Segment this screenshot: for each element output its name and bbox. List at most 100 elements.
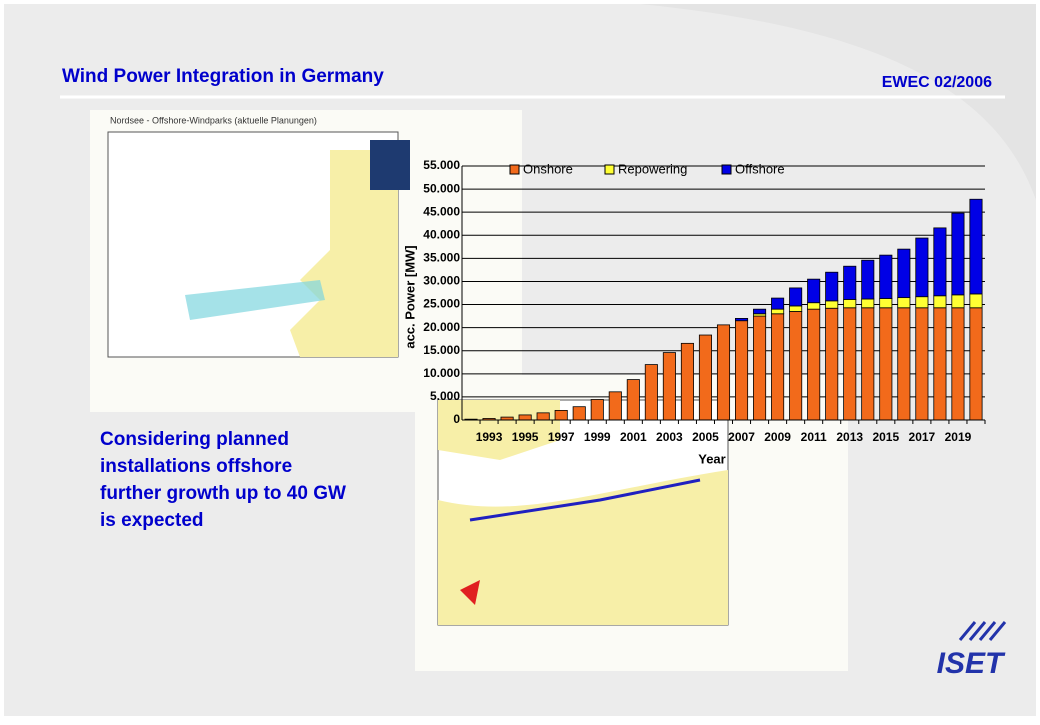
- body-text: is expected: [100, 510, 204, 531]
- bar-segment: [879, 307, 893, 421]
- legend-swatch: [721, 164, 732, 175]
- bar-segment: [735, 320, 749, 421]
- bar-segment: [897, 307, 911, 421]
- land: [290, 150, 398, 357]
- legend-label: Repowering: [618, 161, 687, 176]
- bar-segment: [698, 334, 712, 421]
- x-tick-label: 2001: [620, 430, 647, 444]
- x-tick-label: 1999: [584, 430, 611, 444]
- bar-segment: [608, 391, 622, 421]
- wind-park: [460, 580, 480, 605]
- bar-segment: [554, 409, 568, 421]
- chart: acc. Power [MW] Year 0 5.000 10.000 15.000 2…: [402, 158, 986, 466]
- bar-segment: [861, 307, 875, 421]
- x-tick-label: 1993: [476, 430, 503, 444]
- bar-segment: [915, 296, 929, 309]
- bar-segment: [572, 406, 586, 421]
- agency-logo: [370, 140, 410, 190]
- bar-segment: [879, 254, 893, 299]
- y-tick-label: 0: [453, 412, 460, 426]
- bar-segment: [951, 307, 965, 421]
- slide-title: Wind Power Integration in Germany: [62, 66, 384, 87]
- legend-swatch: [604, 164, 615, 175]
- bar-segment: [807, 302, 821, 310]
- y-tick-label: 10.000: [423, 366, 460, 380]
- bar-segment: [626, 379, 640, 421]
- bar-segment: [825, 307, 839, 421]
- bar-segment: [680, 342, 694, 421]
- bar-segment: [933, 295, 947, 309]
- baltic-sea-map: [415, 375, 848, 671]
- bar-segment: [861, 259, 875, 300]
- x-tick-label: 2015: [872, 430, 899, 444]
- y-tick-label: 15.000: [423, 343, 460, 357]
- map-title: Nordsee - Offshore-Windparks (aktuelle P…: [110, 115, 317, 125]
- bar-segment: [825, 300, 839, 309]
- x-tick-label: 2019: [945, 430, 972, 444]
- y-tick-label: 35.000: [423, 251, 460, 265]
- bar-segment: [897, 297, 911, 309]
- bar-segment: [807, 278, 821, 304]
- bar-segment: [771, 308, 785, 315]
- x-tick-label: 1997: [548, 430, 575, 444]
- bar-segment: [969, 307, 983, 421]
- y-tick-label: 30.000: [423, 274, 460, 288]
- body-text: installations offshore: [100, 456, 292, 477]
- y-axis-label: acc. Power [MW]: [402, 245, 417, 348]
- bar-segment: [789, 287, 803, 307]
- x-tick-label: 2009: [764, 430, 791, 444]
- logo-text: ISET: [937, 647, 1006, 680]
- bar-segment: [933, 307, 947, 421]
- bar-segment: [879, 298, 893, 309]
- bar-segment: [716, 324, 731, 421]
- bar-segment: [915, 237, 929, 298]
- bar-segment: [843, 307, 857, 421]
- y-tick-label: 45.000: [423, 204, 460, 218]
- shipping-route: [469, 478, 701, 522]
- bar-segment: [969, 198, 983, 295]
- y-tick-label: 40.000: [423, 227, 460, 241]
- x-tick-label: 2011: [801, 430, 827, 444]
- y-tick-label: 5.000: [430, 389, 460, 403]
- bar-segment: [789, 305, 803, 312]
- north-sea-map: Nordsee - Offshore-Windparks (aktuelle P…: [90, 110, 522, 412]
- bar-segment: [644, 364, 658, 421]
- bar-segment: [753, 315, 767, 421]
- bar-segment: [825, 271, 839, 302]
- x-tick-label: 2005: [692, 430, 719, 444]
- bar-segment: [771, 313, 785, 421]
- bar-segment: [789, 311, 803, 421]
- bar-segment: [897, 248, 911, 299]
- bar-segment: [536, 412, 550, 421]
- x-tick-label: 2013: [836, 430, 863, 444]
- shipping-route: [185, 280, 325, 320]
- body-text: further growth up to 40 GW: [100, 483, 346, 504]
- y-tick-label: 50.000: [423, 181, 460, 195]
- body-text: Considering planned: [100, 429, 289, 450]
- legend-label: Onshore: [523, 161, 573, 176]
- bar-segment: [915, 307, 929, 421]
- bar-segment: [951, 294, 965, 309]
- y-tick-label: 25.000: [423, 297, 460, 311]
- legend-swatch: [509, 164, 520, 175]
- x-tick-label: 2003: [656, 430, 683, 444]
- land: [438, 470, 728, 625]
- y-tick-label: 55.000: [423, 158, 460, 172]
- bar-segment: [662, 352, 676, 421]
- x-tick-label: 2007: [728, 430, 755, 444]
- bar-segment: [933, 227, 947, 297]
- bar-segment: [843, 299, 857, 309]
- x-axis-label: Year: [698, 451, 725, 466]
- bar-segment: [518, 414, 532, 421]
- bar-segment: [861, 298, 875, 309]
- logo: ISET: [937, 621, 1007, 680]
- x-tick-label: 2017: [909, 430, 936, 444]
- legend-label: Offshore: [735, 161, 785, 176]
- bar-segment: [951, 212, 965, 296]
- bar-segment: [735, 317, 749, 322]
- bar-segment: [969, 293, 983, 309]
- logo-mark: [958, 621, 1007, 641]
- x-tick-label: 1995: [512, 430, 539, 444]
- bar-segment: [807, 308, 821, 421]
